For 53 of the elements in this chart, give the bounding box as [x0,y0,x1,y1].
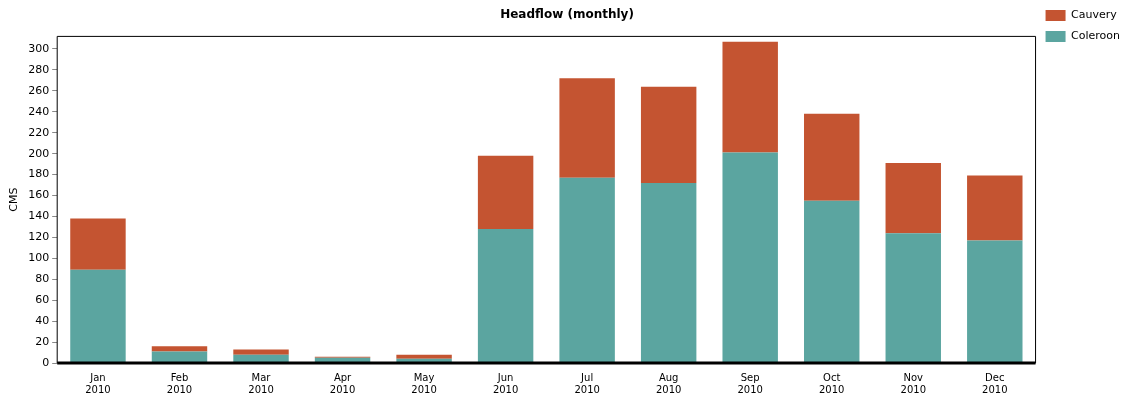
bar [722,152,778,363]
y-tick-label: 220 [28,125,50,139]
y-tick-label: 280 [28,62,50,76]
bar [70,269,126,363]
y-tick-label: 300 [28,41,50,55]
y-tick-label: 20 [35,334,50,348]
legend-label: Cauvery [1071,8,1118,22]
x-tick-label: Feb 2010 [166,371,193,395]
bar [477,155,534,230]
bar [967,240,1023,363]
bar [885,233,941,363]
y-tick-label: 200 [28,146,50,160]
bar [233,349,289,355]
bar [885,163,941,234]
bar [804,113,860,201]
x-tick-label: Sep 2010 [737,371,763,395]
x-tick-label: May 2010 [411,371,437,395]
bar [151,351,208,363]
y-tick-label: 0 [42,355,50,369]
x-tick-label: Jan 2010 [85,371,111,395]
y-tick-label: 40 [35,313,50,327]
bar [967,175,1023,241]
y-tick-label: 120 [28,230,50,244]
bar [722,41,778,153]
bar [804,200,860,363]
x-tick-label: Apr 2010 [329,371,356,395]
bar [70,218,126,270]
x-tick-label: Mar 2010 [248,371,274,395]
bar [233,354,289,363]
bar [477,229,534,363]
bar [640,86,697,183]
y-tick-label: 180 [28,167,50,181]
x-tick-label: Dec 2010 [982,371,1008,395]
x-tick-label: Jul 2010 [574,371,600,395]
legend-label: Coleroon [1071,29,1121,43]
y-tick-label: 80 [35,272,50,286]
y-axis-title: CMS [7,187,21,212]
y-tick-label: 240 [28,104,50,118]
y-tick-label: 160 [28,188,50,202]
bar [396,354,452,359]
y-tick-label: 100 [28,251,50,265]
x-tick-label: Aug 2010 [655,371,682,395]
x-tick-label: Jun 2010 [492,371,519,395]
chart-title: Headflow (monthly) [500,7,634,22]
y-tick-label: 140 [28,209,50,223]
bar [559,78,615,178]
x-tick-label: Nov 2010 [900,371,926,395]
bar [559,177,615,363]
bar [151,346,208,352]
y-tick-label: 260 [28,83,50,97]
x-tick-label: Oct 2010 [819,371,845,395]
y-tick-label: 60 [35,293,50,307]
bar [640,182,697,363]
